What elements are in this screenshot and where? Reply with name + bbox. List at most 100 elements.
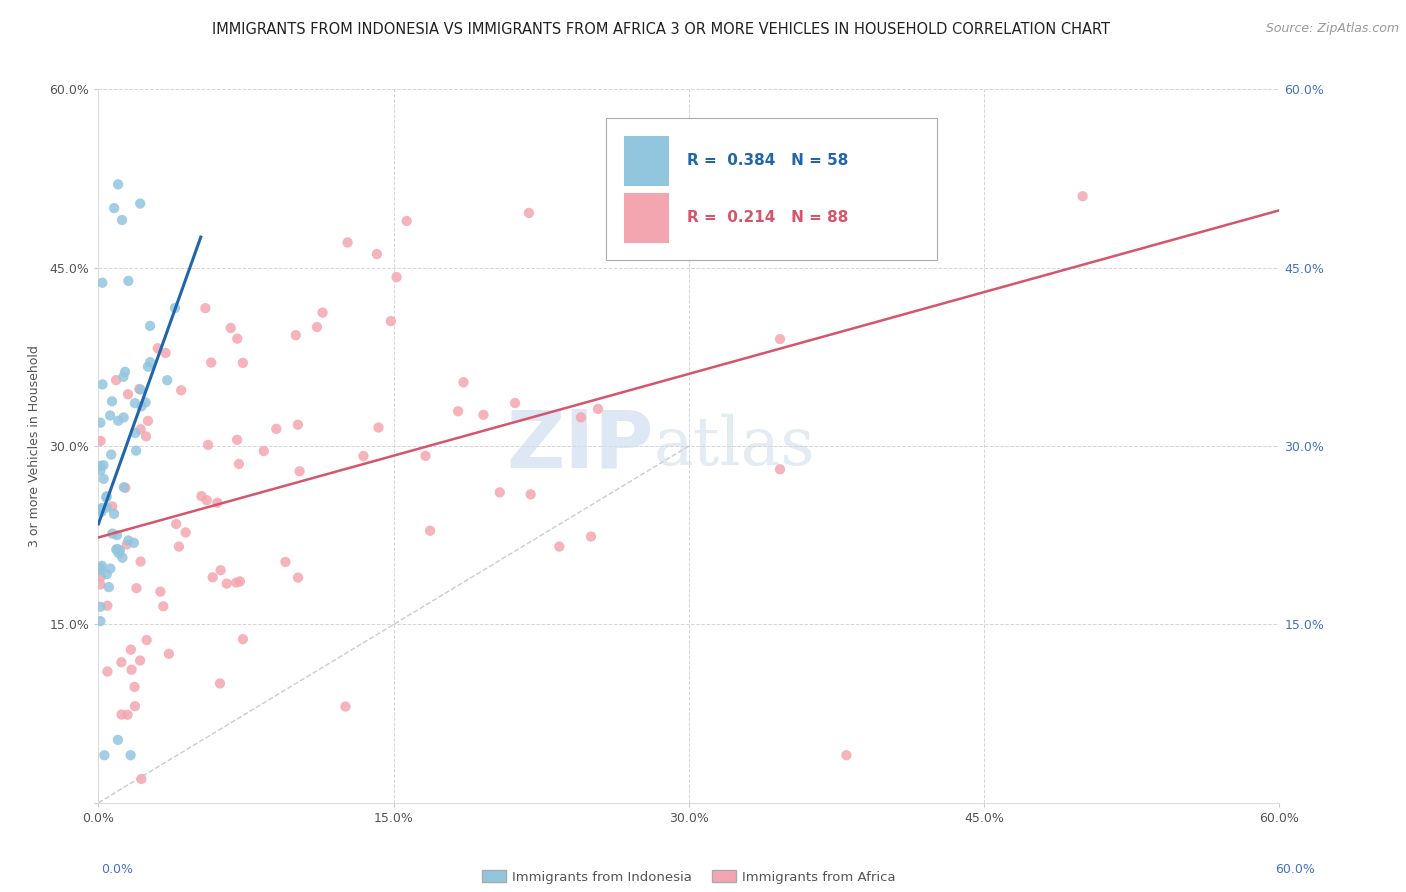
Text: atlas: atlas <box>654 413 815 479</box>
Point <box>93 748 115 763</box>
Point <box>89 560 111 574</box>
Point <box>129 383 152 397</box>
Point <box>395 214 418 228</box>
Point <box>129 422 152 436</box>
Point <box>117 387 139 401</box>
Point <box>225 575 247 590</box>
Point <box>89 416 111 430</box>
Point <box>139 355 162 369</box>
Point <box>93 458 115 473</box>
Point <box>197 438 219 452</box>
Point <box>115 537 138 551</box>
Point <box>215 576 238 591</box>
Legend: Immigrants from Indonesia, Immigrants from Africa: Immigrants from Indonesia, Immigrants fr… <box>477 865 901 889</box>
Point <box>769 462 792 476</box>
Point <box>107 732 129 747</box>
Point <box>195 493 218 508</box>
Point <box>228 457 250 471</box>
Point <box>89 464 111 478</box>
Point <box>114 481 136 495</box>
Point <box>135 429 157 443</box>
Point <box>107 546 129 560</box>
Point <box>152 599 174 614</box>
Point <box>120 748 142 763</box>
Point <box>105 528 128 542</box>
Point <box>232 356 254 370</box>
Point <box>155 346 177 360</box>
Point <box>226 433 249 447</box>
Point <box>586 401 609 416</box>
Point <box>91 276 114 290</box>
Point <box>89 563 111 577</box>
Point <box>284 328 307 343</box>
Point <box>89 599 111 614</box>
Point <box>157 647 180 661</box>
Point <box>89 614 111 628</box>
Point <box>135 633 157 648</box>
Point <box>366 247 388 261</box>
Point <box>110 655 132 669</box>
Point <box>380 314 402 328</box>
Point <box>367 420 389 434</box>
Text: R =  0.214   N = 88: R = 0.214 N = 88 <box>686 211 848 225</box>
FancyBboxPatch shape <box>606 118 936 260</box>
Point <box>103 507 125 521</box>
Point <box>419 524 441 538</box>
Point <box>90 558 112 573</box>
Point <box>105 373 128 387</box>
Point <box>1071 189 1094 203</box>
Point <box>96 500 118 515</box>
Point <box>287 417 309 432</box>
Point <box>156 373 179 387</box>
Point <box>170 384 193 398</box>
Text: 60.0%: 60.0% <box>1275 863 1315 876</box>
Point <box>96 489 118 503</box>
Point <box>352 449 374 463</box>
Point <box>96 491 118 505</box>
Point <box>122 536 145 550</box>
Point <box>112 410 135 425</box>
Point <box>103 201 125 215</box>
Point <box>288 464 311 478</box>
Point <box>519 487 541 501</box>
Point <box>229 574 252 589</box>
Y-axis label: 3 or more Vehicles in Household: 3 or more Vehicles in Household <box>28 345 41 547</box>
Text: Source: ZipAtlas.com: Source: ZipAtlas.com <box>1265 22 1399 36</box>
Point <box>266 422 288 436</box>
Point <box>112 369 135 384</box>
Point <box>226 332 249 346</box>
Point <box>90 434 112 448</box>
Point <box>117 274 139 288</box>
Point <box>385 270 408 285</box>
Point <box>96 665 118 679</box>
Point <box>136 359 159 374</box>
Point <box>139 318 162 333</box>
Point <box>769 332 792 346</box>
Point <box>149 584 172 599</box>
Point <box>129 555 152 569</box>
Point <box>89 577 111 591</box>
Text: 0.0%: 0.0% <box>101 863 134 876</box>
Point <box>146 341 169 355</box>
Point <box>835 748 858 763</box>
Point <box>107 414 129 428</box>
Point <box>114 365 136 379</box>
Point <box>201 570 224 584</box>
Text: ZIP: ZIP <box>506 407 654 485</box>
Point <box>98 561 121 575</box>
Point <box>90 569 112 583</box>
Point <box>232 632 254 647</box>
Point <box>111 550 134 565</box>
Point <box>101 526 124 541</box>
Point <box>100 448 122 462</box>
Text: R =  0.384   N = 58: R = 0.384 N = 58 <box>686 153 848 168</box>
Point <box>91 501 114 516</box>
Point <box>101 394 124 409</box>
Point <box>579 530 602 544</box>
Point <box>569 410 592 425</box>
Point <box>124 396 146 410</box>
Point <box>163 301 186 315</box>
Point <box>600 201 623 215</box>
Point <box>125 443 148 458</box>
Point <box>131 772 153 786</box>
